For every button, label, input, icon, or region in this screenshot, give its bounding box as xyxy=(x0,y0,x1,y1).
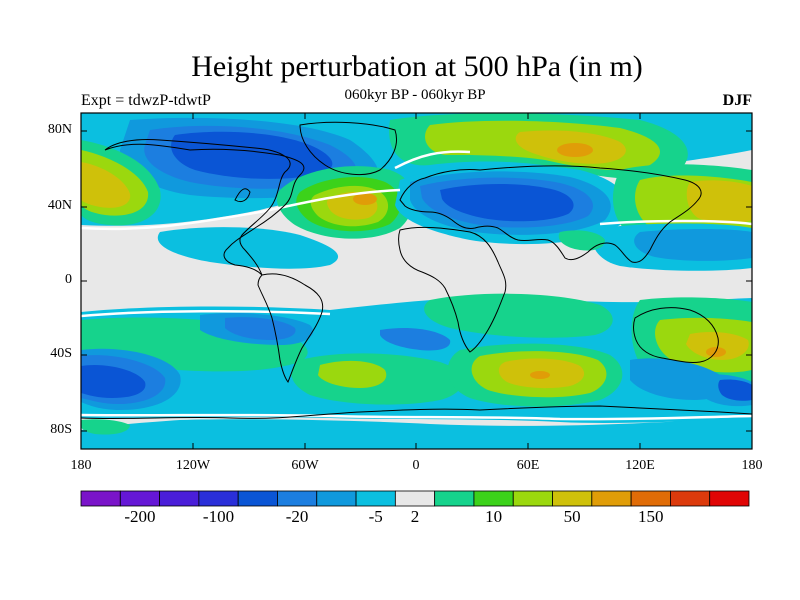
colorbar-label: -20 xyxy=(285,507,309,526)
colorbar-box xyxy=(355,490,396,507)
y-tick-label: 40N xyxy=(47,198,72,213)
colorbar-box xyxy=(237,490,278,507)
colorbar xyxy=(80,490,750,507)
coastlines xyxy=(81,121,752,420)
colorbar-box xyxy=(630,490,671,507)
colorbar-box xyxy=(434,490,475,507)
colorbar-label: 10 xyxy=(485,507,503,526)
chart-subtitle: 060kyr BP - 060kyr BP xyxy=(344,87,486,103)
coastline-north-america xyxy=(104,139,305,276)
x-tick-label: 180 xyxy=(70,458,92,473)
coastline-eurasia xyxy=(399,165,702,263)
x-tick-label: 120W xyxy=(175,458,211,473)
colorbar-box xyxy=(552,490,593,507)
y-tick-label: 0 xyxy=(65,272,72,287)
season-label: DJF xyxy=(722,92,752,109)
x-tick-label: 0 xyxy=(412,458,420,473)
x-tick-label: 180 xyxy=(741,458,763,473)
experiment-label: Expt = tdwzP-tdwtP xyxy=(81,92,211,109)
axis-ticks xyxy=(80,113,753,449)
y-tick-label: 80N xyxy=(47,122,72,137)
colorbar-label: 2 xyxy=(410,507,420,526)
x-tick-label: 120E xyxy=(625,458,655,473)
y-tick-label: 40S xyxy=(50,346,72,361)
coastline-antarctica xyxy=(81,405,752,420)
x-tick-label: 60E xyxy=(516,458,540,473)
colorbar-label: 50 xyxy=(563,507,581,526)
colorbar-box xyxy=(473,490,514,507)
colorbar-box xyxy=(119,490,160,507)
colorbar-box xyxy=(512,490,553,507)
colorbar-label: 150 xyxy=(638,507,664,526)
colorbar-label: -5 xyxy=(368,507,383,526)
colorbar-box xyxy=(394,490,436,507)
colorbar-box xyxy=(277,490,318,507)
colorbar-label: -200 xyxy=(124,507,156,526)
chart-title: Height perturbation at 500 hPa (in m) xyxy=(191,50,643,83)
coastline-south-america xyxy=(257,273,324,384)
contour-field xyxy=(81,113,752,449)
colorbar-box xyxy=(198,490,239,507)
colorbar-box xyxy=(670,490,711,507)
colorbar-label: -100 xyxy=(202,507,235,526)
contour-lines xyxy=(81,150,752,421)
coastline-australia xyxy=(633,307,719,363)
colorbar-box xyxy=(316,490,357,507)
colorbar-box xyxy=(80,490,121,507)
y-tick-label: 80S xyxy=(50,422,72,437)
colorbar-box xyxy=(591,490,632,507)
colorbar-box xyxy=(159,490,200,507)
x-tick-label: 60W xyxy=(291,458,319,473)
coastline-africa xyxy=(398,226,507,353)
colorbar-box xyxy=(709,490,750,507)
